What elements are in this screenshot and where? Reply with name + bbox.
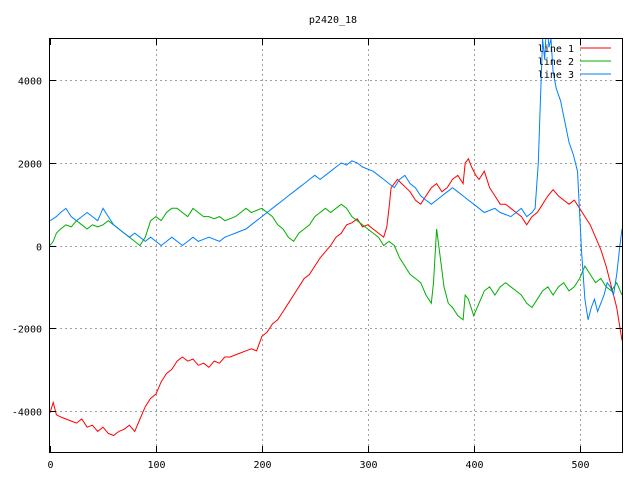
grid (50, 39, 622, 452)
axis-ticks: 0 100 200 300 400 500 -4000 -2000 0 2000 4000 (12, 39, 622, 471)
x-tick-label: 100 (147, 460, 165, 471)
plot-frame (49, 38, 623, 453)
y-tick-label: 4000 (18, 77, 42, 88)
y-tick-label: -2000 (12, 325, 42, 336)
series-line-3 (50, 39, 622, 320)
x-tick-label: 500 (571, 460, 589, 471)
y-tick-label: 2000 (18, 160, 42, 171)
x-tick-label: 400 (465, 460, 483, 471)
y-tick-label: 0 (36, 243, 42, 254)
y-tick-label: -4000 (12, 408, 42, 419)
legend: line 1 line 2 line 3 (538, 44, 611, 81)
legend-label: line 3 (538, 70, 574, 81)
legend-label: line 2 (538, 57, 574, 68)
x-tick-label: 300 (359, 460, 377, 471)
x-tick-label: 0 (47, 460, 53, 471)
series-line-2 (50, 203, 622, 321)
plot-series (50, 39, 622, 437)
series-line-1 (50, 157, 622, 437)
chart-title: p2420_18 (309, 15, 357, 26)
legend-label: line 1 (538, 44, 574, 55)
x-tick-label: 200 (253, 460, 271, 471)
